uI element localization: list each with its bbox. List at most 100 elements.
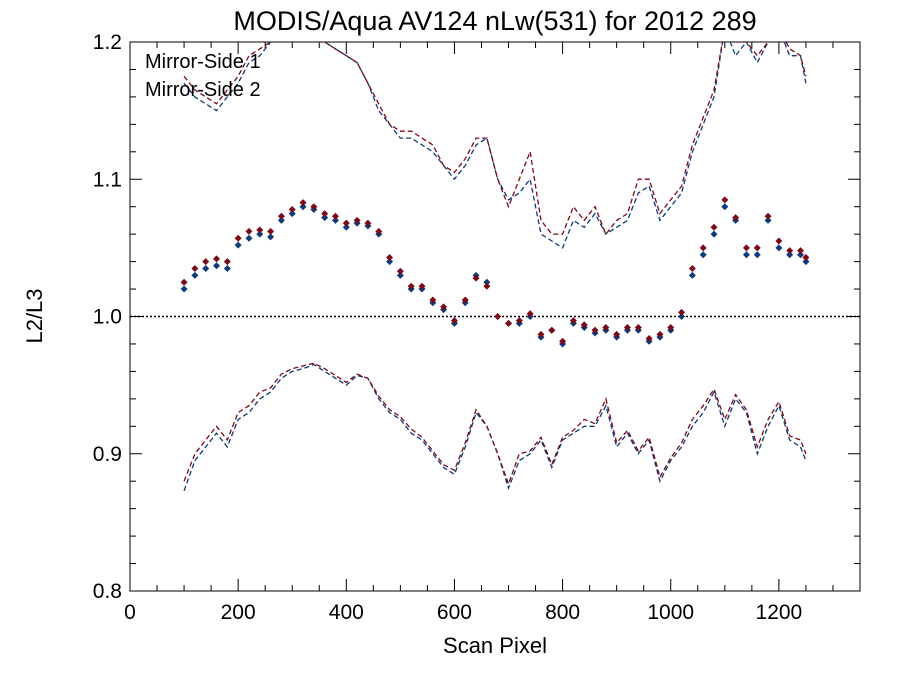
scatter-point	[699, 251, 707, 259]
scatter-point	[797, 247, 805, 255]
y-tick-label: 0.8	[93, 580, 122, 603]
envelope-line	[183, 362, 807, 486]
x-tick-label: 800	[545, 601, 580, 624]
scatter-point	[764, 216, 772, 224]
scatter-point	[299, 199, 307, 207]
scatter-point	[802, 253, 810, 261]
scatter-point	[634, 323, 642, 331]
scatter-point	[450, 317, 458, 325]
scatter-point	[180, 278, 188, 286]
y-tick-label: 1.1	[93, 168, 122, 191]
scatter-point	[256, 230, 264, 238]
scatter-point	[213, 262, 221, 270]
scatter-point	[429, 296, 437, 304]
y-tick-label: 1.0	[93, 306, 122, 329]
scatter-point	[742, 251, 750, 259]
scatter-point	[688, 271, 696, 279]
scatter-point	[310, 203, 318, 211]
scatter-point	[213, 255, 221, 263]
scatter-point	[505, 319, 513, 327]
scatter-point	[440, 303, 448, 311]
x-tick-label: 1200	[756, 601, 803, 624]
scatter-point	[623, 323, 631, 331]
scatter-point	[602, 323, 610, 331]
scatter-point	[786, 247, 794, 255]
scatter-point	[245, 234, 253, 242]
x-tick-label: 600	[437, 601, 472, 624]
scatter-point	[267, 233, 275, 241]
scatter-point	[797, 251, 805, 259]
y-tick-label: 1.2	[93, 31, 122, 54]
scatter-point	[386, 253, 394, 261]
scatter-point	[234, 234, 242, 242]
scatter-point	[375, 227, 383, 235]
legend-item-mirror-side-1: Mirror-Side 1	[145, 51, 261, 73]
y-axis-label: L2/L3	[22, 288, 47, 343]
scatter-points	[180, 196, 810, 348]
scatter-point	[569, 317, 577, 325]
scatter-point	[396, 271, 404, 279]
scatter-point	[802, 258, 810, 266]
scatter-point	[223, 258, 231, 266]
scatter-point	[277, 216, 285, 224]
scatter-point	[342, 223, 350, 231]
scatter-point	[321, 214, 329, 222]
scatter-point	[753, 251, 761, 259]
scatter-point	[299, 203, 307, 211]
envelope-line	[183, 42, 807, 236]
scatter-point	[678, 313, 686, 320]
legend-item-mirror-side-2: Mirror-Side 2	[145, 79, 261, 101]
scatter-point	[613, 330, 621, 338]
x-tick-label: 200	[221, 601, 256, 624]
chart-title: MODIS/Aqua AV124 nLw(531) for 2012 289	[233, 6, 756, 36]
scatter-point	[202, 264, 210, 272]
x-tick-label: 400	[329, 601, 364, 624]
scatter-point	[364, 219, 372, 227]
scatter-point	[483, 282, 491, 290]
scatter-point	[483, 278, 491, 286]
scatter-point	[494, 313, 502, 320]
scatter-point	[775, 244, 783, 252]
scatter-point	[710, 223, 718, 231]
x-tick-label: 1000	[647, 601, 694, 624]
y-tick-label: 0.9	[93, 443, 122, 466]
scatter-point	[591, 326, 599, 334]
scatter-point	[396, 267, 404, 275]
scatter-point	[526, 310, 534, 318]
scatter-point	[234, 241, 242, 249]
scatter-point	[472, 274, 480, 282]
scatter-point	[180, 285, 188, 293]
scatter-point	[331, 212, 339, 220]
scatter-point	[288, 205, 296, 213]
x-axis-label: Scan Pixel	[443, 633, 547, 658]
scatter-point	[418, 282, 426, 290]
scatter-point	[537, 330, 545, 338]
scatter-point	[191, 271, 199, 279]
scatter-point	[223, 264, 231, 272]
envelope-line	[183, 42, 807, 249]
scatter-point	[775, 237, 783, 245]
scatter-point	[742, 244, 750, 252]
scatter-point	[288, 210, 296, 218]
scatter-point	[580, 321, 588, 329]
scatter-point	[786, 251, 794, 259]
scatter-point	[721, 203, 729, 211]
scatter-point	[267, 227, 275, 235]
scatter-point	[321, 210, 329, 218]
scatter-point	[667, 323, 675, 331]
scatter-point	[688, 264, 696, 272]
scatter-point	[202, 258, 210, 266]
scatter-point	[515, 317, 523, 325]
envelope-line	[183, 363, 807, 492]
scatter-point	[699, 244, 707, 252]
scatter-point	[277, 212, 285, 220]
axis-tick-labels: 0 200 400 600 800 1000 1200 0.8 0.9 1.0 1.1 1.2	[93, 31, 802, 624]
scatter-point	[753, 244, 761, 252]
scatter-point	[732, 214, 740, 222]
scatter-point	[710, 230, 718, 238]
x-tick-label: 0	[124, 601, 136, 624]
scatter-point	[645, 334, 653, 342]
scatter-point	[548, 326, 556, 334]
scatter-point	[678, 308, 686, 316]
